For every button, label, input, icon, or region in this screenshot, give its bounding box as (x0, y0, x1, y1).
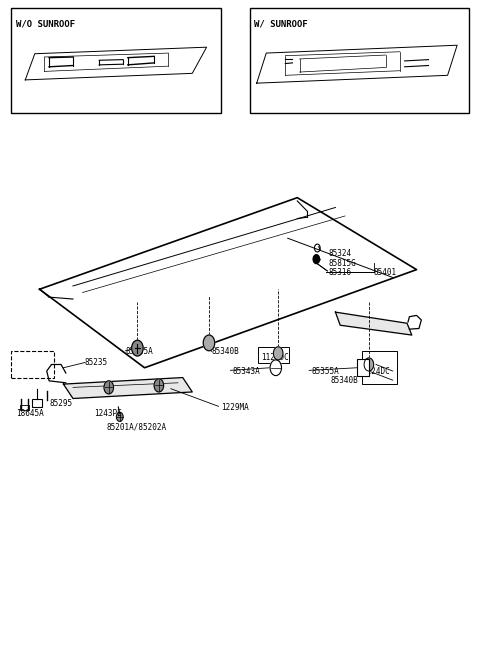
Text: 85325A: 85325A (125, 347, 153, 356)
Text: 1124DC: 1124DC (362, 367, 389, 376)
Bar (258, 348, 289, 363)
Bar (33, 399, 42, 407)
Bar (11, 8, 221, 112)
Bar (11, 351, 54, 378)
Bar (357, 359, 369, 376)
Circle shape (154, 379, 164, 392)
Text: 85355A: 85355A (312, 367, 339, 376)
Text: 18645A: 18645A (16, 409, 44, 418)
Text: 85401: 85401 (373, 269, 397, 277)
Text: 1124DC: 1124DC (262, 353, 289, 363)
Text: W/O SUNROOF: W/O SUNROOF (16, 20, 75, 29)
Text: 85815G: 85815G (328, 259, 356, 267)
Text: 85295: 85295 (49, 399, 72, 408)
Bar (250, 8, 469, 112)
Circle shape (364, 358, 373, 371)
Circle shape (132, 340, 143, 356)
Text: 85201A/85202A: 85201A/85202A (107, 422, 167, 431)
Circle shape (313, 254, 320, 263)
Text: 85343A: 85343A (233, 367, 261, 376)
Polygon shape (336, 312, 412, 335)
Text: 85235: 85235 (85, 358, 108, 367)
Circle shape (270, 360, 281, 376)
Text: 85316: 85316 (328, 269, 351, 277)
Text: 85340B: 85340B (331, 376, 359, 386)
Text: 85340B: 85340B (211, 347, 239, 356)
Circle shape (203, 335, 215, 351)
Bar (20, 405, 29, 410)
Text: 1243PE: 1243PE (95, 409, 122, 418)
Circle shape (104, 381, 114, 394)
Text: 1229MA: 1229MA (221, 403, 249, 411)
Circle shape (116, 412, 123, 421)
Bar (362, 351, 397, 384)
Circle shape (274, 347, 283, 360)
Text: 85324: 85324 (328, 249, 351, 258)
Text: W/ SUNROOF: W/ SUNROOF (254, 20, 308, 29)
Polygon shape (63, 378, 192, 399)
